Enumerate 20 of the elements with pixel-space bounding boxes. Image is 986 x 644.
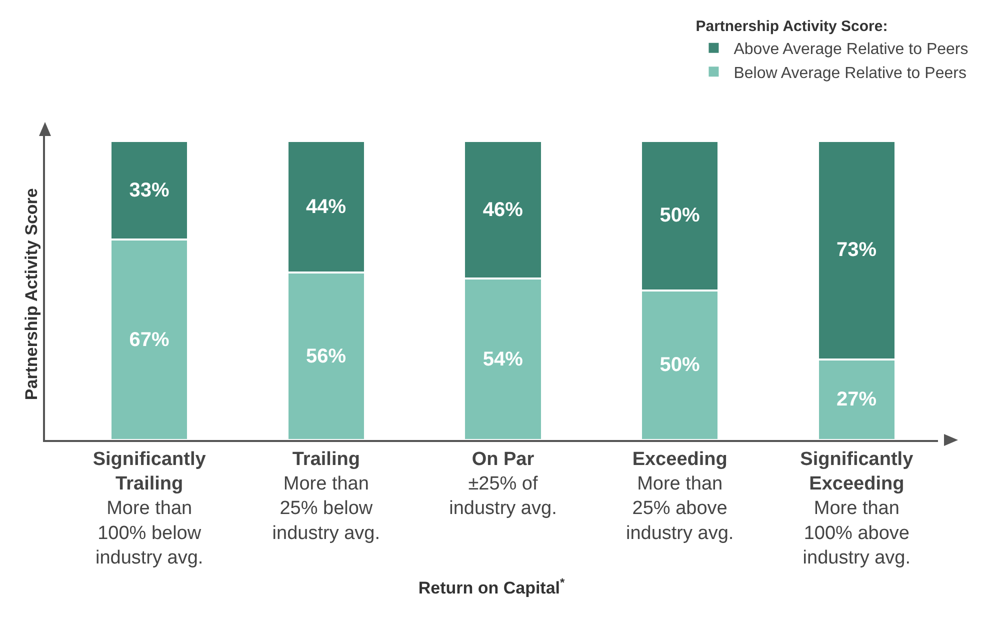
x-tick-label: Significantly Trailing More than 100% below industry avg. — [92, 448, 206, 569]
legend-label: Above Average Relative to Peers — [734, 41, 968, 58]
data-label: 56% — [306, 345, 346, 368]
data-label: 50% — [660, 354, 700, 376]
data-label: 67% — [129, 328, 170, 351]
data-label: 73% — [836, 239, 877, 262]
x-tick-label: Significantly Exceeding More than 100% above industry avg. — [800, 448, 914, 569]
data-label: 46% — [482, 198, 524, 221]
x-tick-label: Trailing More than 25% below industry avg. — [272, 448, 380, 544]
data-label: 50% — [660, 204, 700, 227]
x-axis-title: Return on Capital$^{*}$ — [418, 575, 566, 598]
data-label: 27% — [836, 388, 877, 411]
data-label: 44% — [306, 196, 346, 218]
legend-label: Below Average Relative to Peers — [734, 64, 966, 82]
data-label: 33% — [129, 179, 170, 202]
x-tick-label: On Par ±25% of industry avg. — [449, 448, 557, 520]
legend-title: Partnership Activity Score: — [696, 18, 888, 35]
y-axis-title: Partnership Activity Score — [22, 188, 41, 400]
x-tick-label: Exceeding More than 25% above industry avg. — [626, 448, 734, 544]
data-label: 54% — [482, 348, 524, 370]
